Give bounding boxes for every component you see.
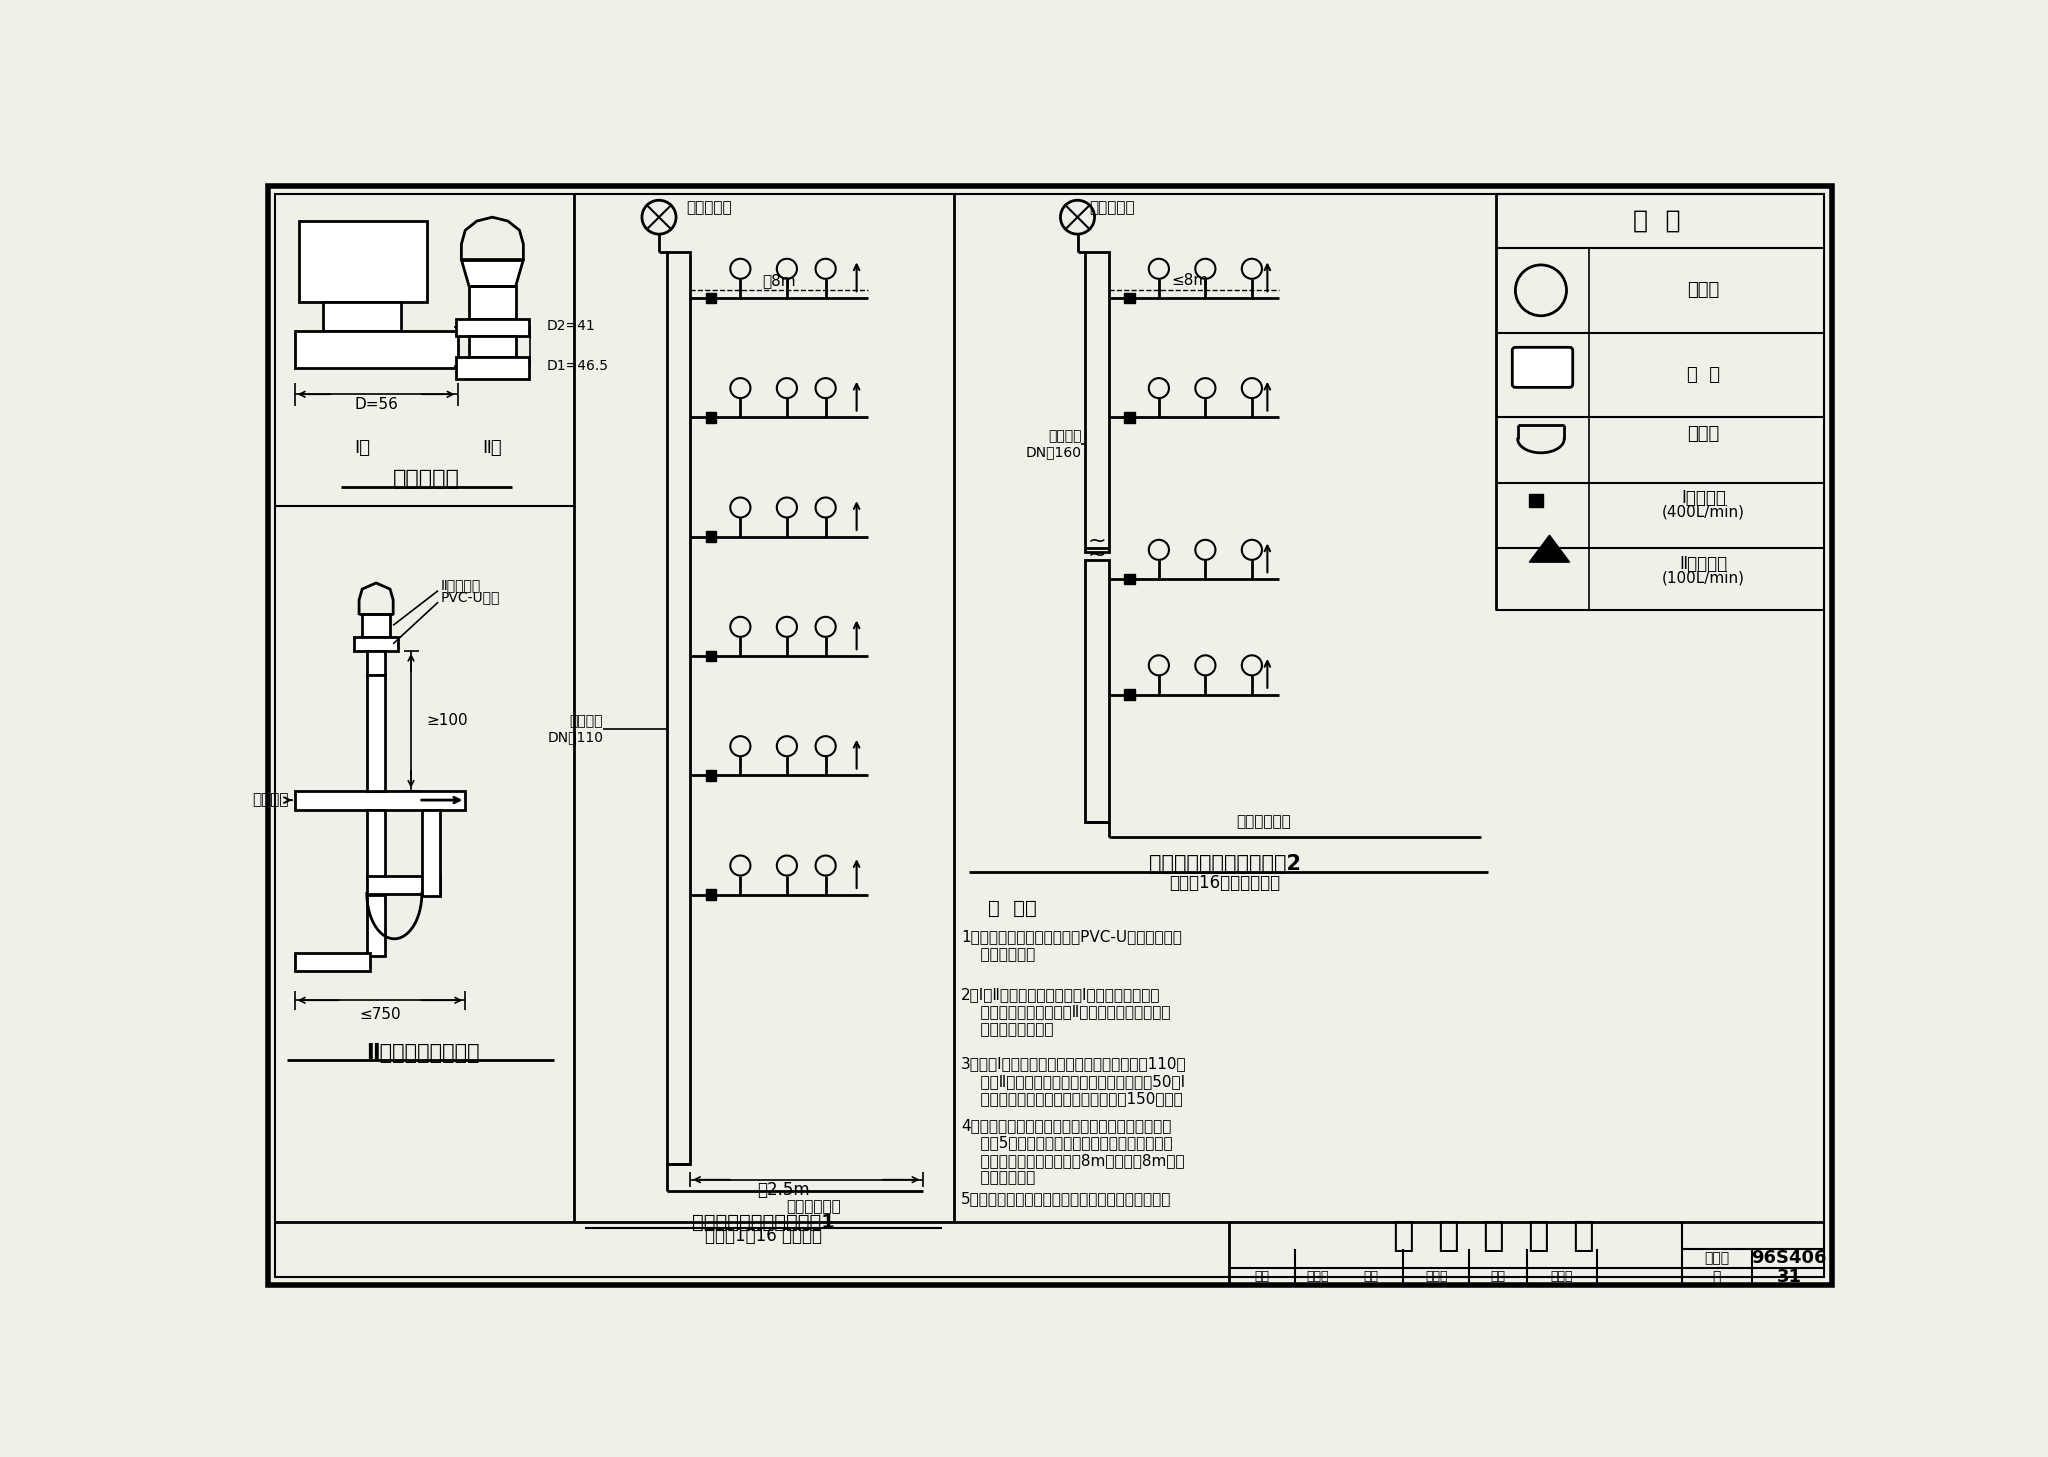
Text: 力学敏: 力学敏 [1550,1271,1573,1284]
Text: 3．安装Ⅰ型吸气阀的横、支管管径应大于等于110；
    安装Ⅱ型吸气阀的横、支管管径应大于等于50；Ⅰ
    型吸气阀应设置在卫生器具最高水面150以上．: 3．安装Ⅰ型吸气阀的横、支管管径应大于等于110； 安装Ⅱ型吸气阀的横、支管管径… [961,1056,1188,1106]
Bar [1124,293,1135,303]
Text: Ⅰ型吸气阀: Ⅰ型吸气阀 [1681,490,1726,507]
Text: 审核: 审核 [1255,1271,1270,1284]
Bar [705,771,717,781]
Bar [362,613,389,637]
Bar [299,221,426,302]
Text: 肖家中: 肖家中 [1425,1271,1448,1284]
Text: ＜8m: ＜8m [762,272,797,288]
Text: Ⅰ型: Ⅰ型 [354,439,371,457]
Text: 说  明：: 说 明： [989,899,1036,918]
Bar [469,287,516,319]
Text: ~: ~ [1087,530,1106,551]
Bar [1530,494,1544,507]
Bar [354,637,397,651]
Text: 5．吸气阀根据山东道城实业公司提供的样品绘制．: 5．吸气阀根据山东道城实业公司提供的样品绘制． [961,1192,1171,1206]
Text: 31: 31 [1776,1268,1802,1285]
Bar [1085,559,1108,822]
Text: PVC-U短管: PVC-U短管 [440,590,500,603]
Text: 伸顶通气管: 伸顶通气管 [686,200,731,214]
Text: 排水系统吸气阀安装图式2: 排水系统吸气阀安装图式2 [1149,854,1300,874]
Polygon shape [461,259,524,287]
Text: 排水系统吸气阀安装图式1: 排水系统吸气阀安装图式1 [692,1212,836,1231]
Bar [367,676,385,791]
Text: （用于1～16 层建筑）: （用于1～16 层建筑） [705,1227,821,1244]
Bar [295,331,457,369]
Text: 1．吸气阀为全塑产品、其与PVC-U管件连接采用
    胶粘剂粘接．: 1．吸气阀为全塑产品、其与PVC-U管件连接采用 胶粘剂粘接． [961,930,1182,962]
Bar [1124,574,1135,584]
Bar [705,889,717,900]
Text: ≤750: ≤750 [358,1007,401,1021]
Bar [705,651,717,661]
Bar [668,252,690,1164]
Bar [324,302,401,331]
Text: (100L/min): (100L/min) [1663,570,1745,586]
Text: 96S406: 96S406 [1751,1249,1827,1268]
Text: Ⅱ型吸气阀安装大样: Ⅱ型吸气阀安装大样 [367,1043,479,1062]
Text: （用于16层以上建筑）: （用于16层以上建筑） [1169,874,1280,892]
Text: 排水立管
DN＞160: 排水立管 DN＞160 [1026,430,1081,459]
Text: 伸顶通气管: 伸顶通气管 [1090,200,1135,214]
Text: ＞2.5m: ＞2.5m [756,1180,809,1199]
Bar [705,412,717,423]
Text: ~: ~ [1087,545,1106,564]
Text: 排水立管
DN＞110: 排水立管 DN＞110 [547,714,604,745]
Text: 设中百: 设中百 [1307,1271,1329,1284]
Bar [1085,252,1108,552]
Polygon shape [1530,535,1569,562]
Bar [367,651,385,676]
Text: ≥100: ≥100 [426,714,469,728]
Text: 至室外下水道: 至室外下水道 [1237,814,1290,829]
Bar [457,357,528,379]
Bar [367,876,440,895]
Bar [705,532,717,542]
Text: 校对: 校对 [1364,1271,1378,1284]
Bar [295,791,465,810]
Bar [367,810,385,880]
Text: Ⅱ型吸气阀: Ⅱ型吸气阀 [1679,555,1729,573]
Text: 气: 气 [1438,1220,1458,1253]
Text: 吸气阀大样: 吸气阀大样 [393,469,461,490]
Text: Ⅱ型: Ⅱ型 [483,439,502,457]
Text: 水流方向: 水流方向 [252,793,289,807]
Bar [422,810,440,896]
Text: ≤8m: ≤8m [1171,272,1208,288]
Bar [469,335,516,357]
Text: D2=41: D2=41 [547,319,596,332]
Text: 阀: 阀 [1483,1220,1503,1253]
Text: 洗脸盆: 洗脸盆 [1688,425,1720,443]
Text: 大便器: 大便器 [1688,281,1720,299]
Text: Ⅱ型吸气阀: Ⅱ型吸气阀 [440,578,481,592]
Text: 装: 装 [1573,1220,1593,1253]
Text: 安: 安 [1528,1220,1548,1253]
Text: 至室外下水道: 至室外下水道 [786,1199,842,1214]
Text: 4．在一条污水横、支管上，一个吸气阀，最多允许
    连接5个卫生器具；污水横、支管上的吸气阀与
    排水立管的距离不宜大于8m，若大于8m，应
    : 4．在一条污水横、支管上，一个吸气阀，最多允许 连接5个卫生器具；污水横、支管上… [961,1118,1186,1186]
Text: 吸: 吸 [1393,1220,1413,1253]
Text: (400L/min): (400L/min) [1663,504,1745,520]
Text: 2．Ⅰ、Ⅱ型吸气阀安装场合：Ⅰ型吸气阀设于有粪
    便污水的横、支管段；Ⅱ型吸气阀设于非粪便污
    水的横、支管段．: 2．Ⅰ、Ⅱ型吸气阀安装场合：Ⅰ型吸气阀设于有粪 便污水的横、支管段；Ⅱ型吸气阀设… [961,988,1171,1037]
Bar [1124,689,1135,699]
Text: 设计: 设计 [1491,1271,1505,1284]
Bar [457,319,528,335]
Text: 图  例: 图 例 [1634,208,1681,233]
Text: 浴  盆: 浴 盆 [1688,366,1720,385]
FancyBboxPatch shape [1511,347,1573,388]
Text: D1=46.5: D1=46.5 [547,358,608,373]
Bar [705,293,717,303]
Text: 页: 页 [1712,1269,1720,1284]
Bar [1124,412,1135,423]
Bar [367,895,385,956]
Bar [295,953,371,970]
Text: D=56: D=56 [354,396,397,412]
Text: 图集号: 图集号 [1704,1252,1729,1265]
